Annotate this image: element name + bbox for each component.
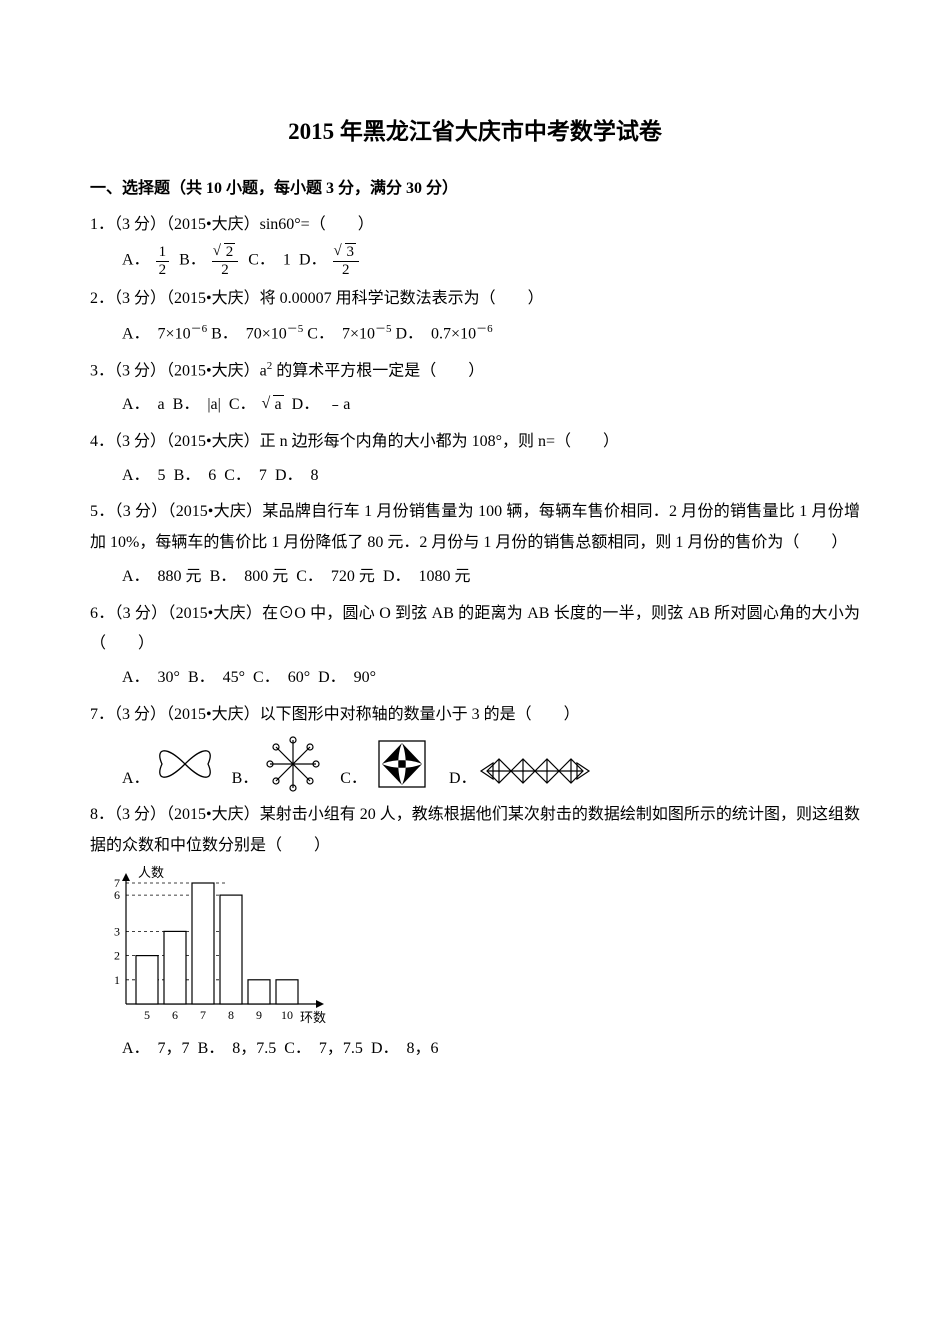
- section-heading: 一、选择题（共 10 小题，每小题 3 分，满分 30 分）: [90, 174, 860, 204]
- q2-D-exp: －6: [476, 323, 493, 335]
- svg-text:9: 9: [256, 1008, 262, 1022]
- q4-D: D． 8: [275, 467, 319, 484]
- q2-options: A． 7×10－6 B． 70×10－5 C． 7×10－5 D． 0.7×10…: [90, 319, 860, 350]
- q6-B: B． 45°: [188, 669, 245, 686]
- svg-text:3: 3: [114, 924, 120, 938]
- question-1: 1．（3 分）（2015•大庆）sin60°=（ ）: [90, 210, 860, 240]
- q7-figure-b-icon: [258, 734, 328, 794]
- svg-text:环数: 环数: [300, 1010, 326, 1025]
- q7-B-label: B．: [232, 764, 259, 794]
- svg-text:6: 6: [114, 888, 120, 902]
- svg-text:2: 2: [114, 949, 120, 963]
- q1-B-label: B．: [179, 252, 206, 269]
- exam-title: 2015 年黑龙江省大庆市中考数学试卷: [90, 110, 860, 154]
- q4-A: A． 5: [122, 467, 166, 484]
- q2-A-exp: －6: [191, 323, 208, 335]
- q8-B: B． 8，7.5: [198, 1040, 277, 1057]
- q2-A: A． 7×10: [122, 325, 191, 342]
- question-5: 5．（3 分）（2015•大庆）某品牌自行车 1 月份销售量为 100 辆，每辆…: [90, 497, 860, 558]
- q6-options: A． 30° B． 45° C． 60° D． 90°: [90, 663, 860, 693]
- question-3: 3．（3 分）（2015•大庆）a2 的算术平方根一定是（ ）: [90, 356, 860, 387]
- q3-C-sqrt: a: [264, 390, 284, 420]
- q3-B: B． |a|: [173, 396, 221, 413]
- q3-C-pre: C．: [229, 396, 264, 413]
- q8-stem: 8．（3 分）（2015•大庆）某射击小组有 20 人，教练根据他们某次射击的数…: [90, 806, 860, 853]
- q2-B-exp: －5: [287, 323, 304, 335]
- q7-figure-d-icon: [477, 748, 607, 794]
- q8-A: A． 7，7: [122, 1040, 190, 1057]
- q1-D-label: D．: [299, 252, 327, 269]
- q3-D: D． ﹣a: [292, 396, 351, 413]
- q5-stem: 5．（3 分）（2015•大庆）某品牌自行车 1 月份销售量为 100 辆，每辆…: [90, 503, 860, 550]
- q5-C: C． 720 元: [296, 568, 375, 585]
- q1-B-frac: 2 2: [212, 244, 239, 278]
- q4-options: A． 5 B． 6 C． 7 D． 8: [90, 461, 860, 491]
- question-4: 4．（3 分）（2015•大庆）正 n 边形每个内角的大小都为 108°，则 n…: [90, 427, 860, 457]
- question-2: 2．（3 分）（2015•大庆）将 0.00007 用科学记数法表示为（ ）: [90, 284, 860, 314]
- q6-D: D． 90°: [318, 669, 376, 686]
- q5-options: A． 880 元 B． 800 元 C． 720 元 D． 1080 元: [90, 562, 860, 592]
- q1-D-frac: 3 2: [333, 244, 360, 278]
- q7-options: A． B．: [90, 734, 860, 794]
- q6-stem: 6．（3 分）（2015•大庆）在⊙O 中，圆心 O 到弦 AB 的距离为 AB…: [90, 605, 860, 652]
- svg-text:7: 7: [114, 876, 120, 890]
- q8-D: D． 8，6: [371, 1040, 439, 1057]
- svg-text:8: 8: [228, 1008, 234, 1022]
- q5-B: B． 800 元: [210, 568, 289, 585]
- q6-A: A． 30°: [122, 669, 180, 686]
- question-7: 7．（3 分）（2015•大庆）以下图形中对称轴的数量小于 3 的是（ ）: [90, 700, 860, 730]
- svg-text:人数: 人数: [138, 865, 164, 880]
- q3-A: A． a: [122, 396, 165, 413]
- q5-A: A． 880 元: [122, 568, 202, 585]
- q7-figure-a-icon: [150, 734, 220, 794]
- q5-D: D． 1080 元: [383, 568, 471, 585]
- q8-options: A． 7，7 B． 8，7.5 C． 7，7.5 D． 8，6: [90, 1034, 860, 1064]
- question-8: 8．（3 分）（2015•大庆）某射击小组有 20 人，教练根据他们某次射击的数…: [90, 800, 860, 861]
- q8-C: C． 7，7.5: [284, 1040, 363, 1057]
- q7-stem: 7．（3 分）（2015•大庆）以下图形中对称轴的数量小于 3 的是（ ）: [90, 706, 580, 723]
- q4-C: C． 7: [224, 467, 267, 484]
- q7-C-label: C．: [340, 764, 367, 794]
- q3-options: A． a B． |a| C． a D． ﹣a: [90, 390, 860, 420]
- svg-text:1: 1: [114, 973, 120, 987]
- q7-figure-c-icon: [367, 734, 437, 794]
- question-6: 6．（3 分）（2015•大庆）在⊙O 中，圆心 O 到弦 AB 的距离为 AB…: [90, 599, 860, 660]
- q2-stem: 2．（3 分）（2015•大庆）将 0.00007 用科学记数法表示为（ ）: [90, 290, 544, 307]
- svg-text:6: 6: [172, 1008, 178, 1022]
- q2-D: D． 0.7×10: [396, 325, 477, 342]
- q7-D-label: D．: [449, 764, 477, 794]
- q6-C: C． 60°: [253, 669, 310, 686]
- q2-C: C． 7×10: [307, 325, 375, 342]
- q4-stem: 4．（3 分）（2015•大庆）正 n 边形每个内角的大小都为 108°，则 n…: [90, 433, 619, 450]
- q1-options: A． 1 2 B． 2 2 C． 1 D． 3 2: [90, 244, 860, 278]
- q3-stem-post: 的算术平方根一定是（ ）: [272, 362, 484, 379]
- svg-text:5: 5: [144, 1008, 150, 1022]
- svg-text:7: 7: [200, 1008, 206, 1022]
- q3-stem-pre: 3．（3 分）（2015•大庆）a: [90, 362, 267, 379]
- q1-C-label: C． 1: [248, 252, 291, 269]
- svg-text:10: 10: [281, 1008, 293, 1022]
- q2-B: B． 70×10: [211, 325, 287, 342]
- q2-C-exp: －5: [375, 323, 392, 335]
- q8-bar-chart: 12367人数环数5678910: [98, 865, 328, 1030]
- q4-B: B． 6: [174, 467, 217, 484]
- q1-A-frac: 1 2: [156, 244, 170, 278]
- q7-A-label: A．: [122, 764, 150, 794]
- q1-A-label: A．: [122, 252, 150, 269]
- q1-stem: 1．（3 分）（2015•大庆）sin60°=（ ）: [90, 216, 374, 233]
